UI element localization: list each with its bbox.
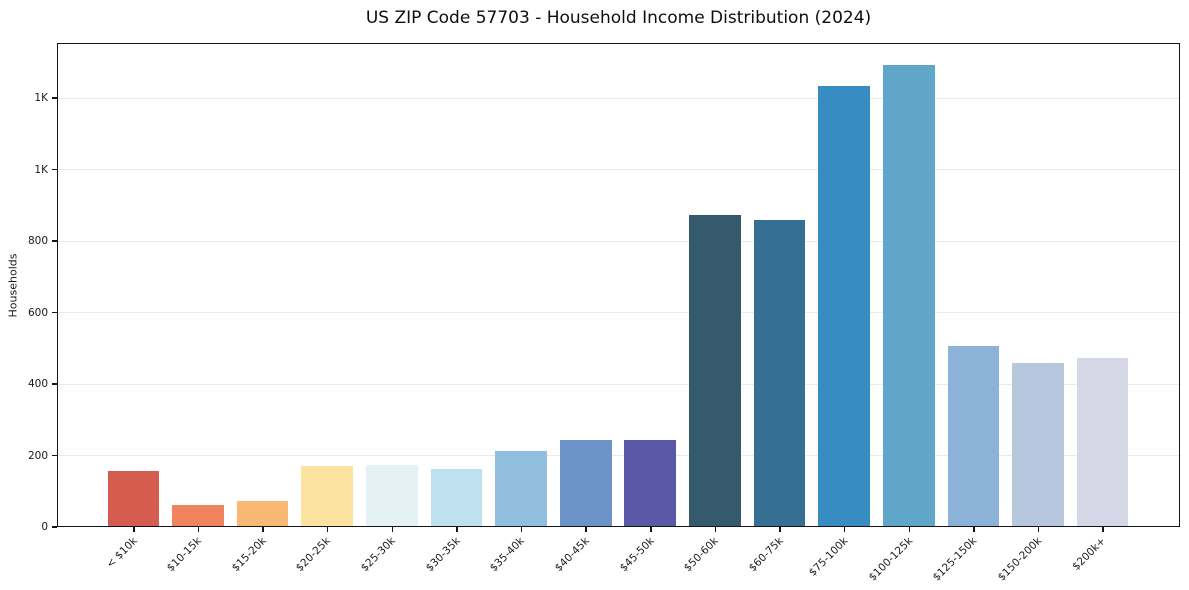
x-tick-label: $60-75k [746,535,786,575]
x-tick-label: $30-35k [423,535,463,575]
y-tick-mark [52,311,57,314]
gridline-y-200 [58,455,1179,456]
x-tick-mark [714,527,717,532]
y-tick-mark [52,97,57,99]
gridline-y-1K [58,97,1179,99]
bar-25-30k [366,464,418,526]
x-tick-mark [197,527,200,532]
bar-15-20k [236,500,289,526]
y-tick-mark [52,383,57,385]
bar-125-150k [947,346,1000,526]
bar-45-50k [624,440,677,526]
x-tick-label: $50-60k [681,535,721,575]
x-tick-label: $10-15k [164,535,204,575]
y-tick-label: 200 [27,449,48,462]
bar-75-100k [818,86,870,526]
x-tick-label: $20-25k [294,535,334,575]
y-tick-label: 400 [27,378,48,391]
gridline-y-1K [58,169,1179,171]
bar-50-60k [689,215,741,526]
bar-100-125k [882,64,935,526]
x-tick-mark [843,527,846,532]
x-tick-mark [520,527,523,532]
bar-40-45k [559,439,612,526]
y-tick-label: 1K [34,163,48,176]
x-tick-label: $200k+ [1070,535,1109,573]
y-tick-label: 600 [27,306,48,319]
x-tick-mark [585,527,587,532]
bar-20-25k [301,465,354,526]
x-tick-mark [779,527,781,532]
x-tick-label: < $10k [103,535,140,571]
y-tick-label: 800 [27,235,48,248]
chart-title: US ZIP Code 57703 - Household Income Dis… [365,8,872,28]
gridline-y-600 [58,312,1179,314]
x-tick-label: $40-45k [552,535,592,575]
x-tick-mark [326,527,329,532]
gridline-y-400 [58,383,1179,385]
bar-30-35k [430,468,483,526]
bar-10-15k [172,505,224,526]
bar-35-40k [495,450,547,526]
x-tick-mark [133,527,135,532]
x-tick-label: $35-40k [487,535,528,575]
gridline-y-800 [58,240,1179,242]
bar-150-200k [1012,362,1064,526]
x-tick-label: $100-125k [866,535,915,584]
x-tick-mark [1102,527,1104,532]
x-tick-label: $125-150k [930,535,980,584]
x-tick-mark [262,527,264,532]
x-tick-label: $75-100k [806,535,851,579]
bar-10k [107,470,160,526]
x-tick-label: $15-20k [229,535,269,575]
x-tick-mark [456,527,458,532]
x-tick-label: $150-200k [995,535,1044,584]
x-tick-label: $25-30k [358,535,398,575]
x-tick-mark [1037,527,1040,532]
x-tick-label: $45-50k [617,535,657,575]
bar-60-75k [753,220,806,526]
y-tick-label: 0 [41,521,48,533]
y-tick-label: 1K [34,92,48,105]
y-tick-mark [52,526,57,528]
plot-area [57,43,1180,527]
y-tick-mark [52,454,57,457]
y-tick-mark [52,168,57,171]
x-tick-mark [391,527,394,532]
x-tick-mark [650,527,652,532]
bar-200k [1076,358,1129,526]
x-tick-mark [973,527,975,532]
y-tick-mark [52,240,57,242]
x-tick-mark [908,527,910,532]
